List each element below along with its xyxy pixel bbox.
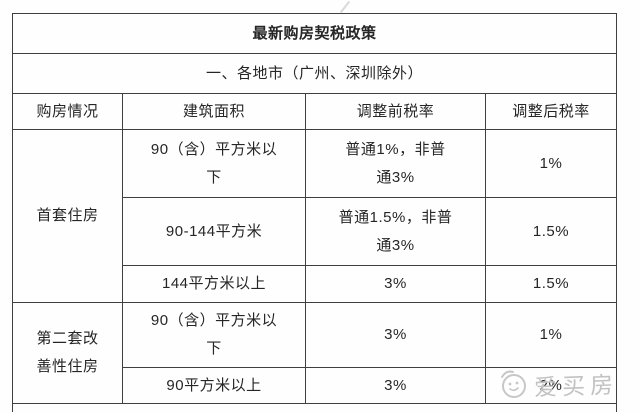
title-row: 最新购房契税政策 — [11, 13, 618, 54]
table-row: 第二套改 善性住房 90（含）平方米以 下 3% 1% — [12, 302, 618, 404]
cell-rate-before: 3% — [305, 367, 486, 404]
cell-area: 90（含）平方米以 下 — [122, 302, 306, 368]
col-header-purchase-situation: 购房情况 — [12, 93, 123, 130]
col-header-rate-after: 调整后税率 — [484, 93, 618, 130]
cell-area: 144平方米以上 — [122, 265, 306, 303]
scan-mark — [339, 0, 351, 14]
cell-rate-before: 3% — [305, 265, 486, 303]
table-row: 144平方米以上 3% 1.5% — [13, 265, 618, 303]
header-row: 购房情况 建筑面积 调整前税率 调整后税率 — [12, 93, 618, 130]
tax-policy-table: 最新购房契税政策 一、各地市（广州、深圳除外） 购房情况 建筑面积 调整前税率 … — [11, 13, 618, 412]
cell-area: 90-144平方米 — [122, 197, 306, 266]
col-header-building-area: 建筑面积 — [122, 93, 306, 130]
table-row: 首套住房 90（含）平方米以 下 普通1%，非普 通3% 1% — [12, 129, 618, 303]
col-header-rate-before: 调整前税率 — [305, 93, 486, 130]
cell-rate-before: 普通1.5%，非普 通3% — [305, 197, 486, 266]
table-row: 90-144平方米 普通1.5%，非普 通3% 1.5% — [13, 197, 618, 266]
category-cell-second-home: 第二套改 善性住房 — [12, 302, 123, 404]
cell-rate-after: 2% — [484, 367, 618, 404]
partial-next-row — [11, 403, 618, 412]
section-header: 一、各地市（广州、深圳除外） — [11, 53, 618, 94]
cell-rate-after: 1.5% — [484, 265, 618, 303]
cell-rate-after: 1% — [484, 302, 618, 368]
section-row: 一、各地市（广州、深圳除外） — [11, 53, 618, 94]
cell-area: 90平方米以上 — [122, 367, 306, 404]
cell-rate-before: 普通1%，非普 通3% — [305, 129, 486, 198]
cell-rate-after: 1% — [484, 129, 618, 198]
cell-area: 90（含）平方米以 下 — [122, 129, 306, 198]
category-cell-first-home: 首套住房 — [12, 129, 123, 303]
cell-rate-after: 1.5% — [484, 197, 618, 266]
cell-rate-before: 3% — [305, 302, 486, 368]
table-title: 最新购房契税政策 — [11, 13, 618, 54]
